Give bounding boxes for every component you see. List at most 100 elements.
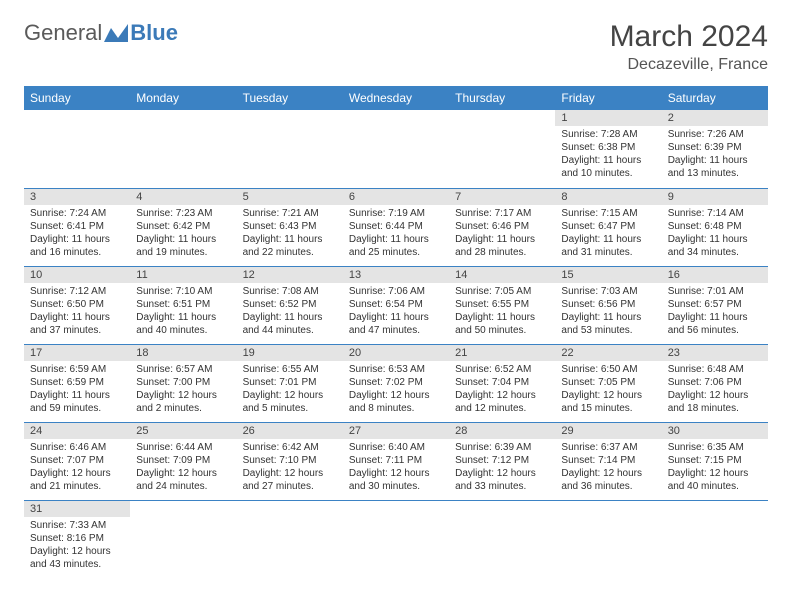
calendar-day-cell <box>662 500 768 578</box>
weekday-header: Sunday <box>24 86 130 110</box>
sunset-text: Sunset: 7:04 PM <box>455 376 549 389</box>
day-number: 27 <box>343 423 449 439</box>
day-number <box>130 110 236 114</box>
daylight-text: Daylight: 12 hours and 2 minutes. <box>136 389 230 415</box>
calendar-day-cell <box>237 110 343 188</box>
weekday-header: Friday <box>555 86 661 110</box>
sunset-text: Sunset: 7:00 PM <box>136 376 230 389</box>
sunset-text: Sunset: 7:01 PM <box>243 376 337 389</box>
calendar-week-row: 1Sunrise: 7:28 AMSunset: 6:38 PMDaylight… <box>24 110 768 188</box>
day-details: Sunrise: 7:26 AMSunset: 6:39 PMDaylight:… <box>662 126 768 184</box>
calendar-day-cell: 2Sunrise: 7:26 AMSunset: 6:39 PMDaylight… <box>662 110 768 188</box>
calendar-day-cell: 8Sunrise: 7:15 AMSunset: 6:47 PMDaylight… <box>555 188 661 266</box>
calendar-day-cell <box>130 500 236 578</box>
day-number: 18 <box>130 345 236 361</box>
day-details: Sunrise: 7:23 AMSunset: 6:42 PMDaylight:… <box>130 205 236 263</box>
daylight-text: Daylight: 11 hours and 22 minutes. <box>243 233 337 259</box>
sunrise-text: Sunrise: 7:19 AM <box>349 207 443 220</box>
sunrise-text: Sunrise: 7:05 AM <box>455 285 549 298</box>
calendar-day-cell: 27Sunrise: 6:40 AMSunset: 7:11 PMDayligh… <box>343 422 449 500</box>
daylight-text: Daylight: 11 hours and 28 minutes. <box>455 233 549 259</box>
day-number: 24 <box>24 423 130 439</box>
day-number: 25 <box>130 423 236 439</box>
day-number: 29 <box>555 423 661 439</box>
calendar-week-row: 17Sunrise: 6:59 AMSunset: 6:59 PMDayligh… <box>24 344 768 422</box>
day-number: 5 <box>237 189 343 205</box>
sunset-text: Sunset: 6:46 PM <box>455 220 549 233</box>
weekday-header: Tuesday <box>237 86 343 110</box>
daylight-text: Daylight: 12 hours and 24 minutes. <box>136 467 230 493</box>
day-number: 6 <box>343 189 449 205</box>
weekday-header: Saturday <box>662 86 768 110</box>
daylight-text: Daylight: 12 hours and 27 minutes. <box>243 467 337 493</box>
sunrise-text: Sunrise: 7:10 AM <box>136 285 230 298</box>
day-details: Sunrise: 7:33 AMSunset: 8:16 PMDaylight:… <box>24 517 130 575</box>
day-number: 4 <box>130 189 236 205</box>
sunrise-text: Sunrise: 7:26 AM <box>668 128 762 141</box>
calendar-week-row: 24Sunrise: 6:46 AMSunset: 7:07 PMDayligh… <box>24 422 768 500</box>
calendar-day-cell: 30Sunrise: 6:35 AMSunset: 7:15 PMDayligh… <box>662 422 768 500</box>
day-details: Sunrise: 7:21 AMSunset: 6:43 PMDaylight:… <box>237 205 343 263</box>
sunrise-text: Sunrise: 6:48 AM <box>668 363 762 376</box>
calendar-day-cell: 23Sunrise: 6:48 AMSunset: 7:06 PMDayligh… <box>662 344 768 422</box>
day-number <box>343 110 449 114</box>
sunset-text: Sunset: 6:43 PM <box>243 220 337 233</box>
weekday-header: Wednesday <box>343 86 449 110</box>
sunrise-text: Sunrise: 7:28 AM <box>561 128 655 141</box>
daylight-text: Daylight: 11 hours and 34 minutes. <box>668 233 762 259</box>
day-number <box>130 501 236 505</box>
calendar-day-cell: 24Sunrise: 6:46 AMSunset: 7:07 PMDayligh… <box>24 422 130 500</box>
calendar-day-cell <box>343 110 449 188</box>
sunset-text: Sunset: 6:52 PM <box>243 298 337 311</box>
calendar-day-cell: 29Sunrise: 6:37 AMSunset: 7:14 PMDayligh… <box>555 422 661 500</box>
calendar-week-row: 10Sunrise: 7:12 AMSunset: 6:50 PMDayligh… <box>24 266 768 344</box>
sunrise-text: Sunrise: 6:39 AM <box>455 441 549 454</box>
calendar-day-cell: 14Sunrise: 7:05 AMSunset: 6:55 PMDayligh… <box>449 266 555 344</box>
calendar-day-cell <box>130 110 236 188</box>
day-details: Sunrise: 6:44 AMSunset: 7:09 PMDaylight:… <box>130 439 236 497</box>
day-details: Sunrise: 6:37 AMSunset: 7:14 PMDaylight:… <box>555 439 661 497</box>
day-details: Sunrise: 7:19 AMSunset: 6:44 PMDaylight:… <box>343 205 449 263</box>
calendar-day-cell <box>449 500 555 578</box>
calendar-day-cell: 6Sunrise: 7:19 AMSunset: 6:44 PMDaylight… <box>343 188 449 266</box>
day-number: 7 <box>449 189 555 205</box>
day-number <box>449 501 555 505</box>
day-number <box>24 110 130 114</box>
sunrise-text: Sunrise: 7:33 AM <box>30 519 124 532</box>
day-number <box>662 501 768 505</box>
sunrise-text: Sunrise: 6:55 AM <box>243 363 337 376</box>
sunset-text: Sunset: 7:07 PM <box>30 454 124 467</box>
sunrise-text: Sunrise: 6:57 AM <box>136 363 230 376</box>
daylight-text: Daylight: 11 hours and 40 minutes. <box>136 311 230 337</box>
location-label: Decazeville, France <box>610 56 768 74</box>
calendar-week-row: 31Sunrise: 7:33 AMSunset: 8:16 PMDayligh… <box>24 500 768 578</box>
sunset-text: Sunset: 7:14 PM <box>561 454 655 467</box>
day-number: 23 <box>662 345 768 361</box>
daylight-text: Daylight: 11 hours and 50 minutes. <box>455 311 549 337</box>
daylight-text: Daylight: 11 hours and 53 minutes. <box>561 311 655 337</box>
calendar-body: 1Sunrise: 7:28 AMSunset: 6:38 PMDaylight… <box>24 110 768 578</box>
sunrise-text: Sunrise: 7:21 AM <box>243 207 337 220</box>
day-number: 17 <box>24 345 130 361</box>
month-title: March 2024 <box>610 20 768 54</box>
daylight-text: Daylight: 11 hours and 37 minutes. <box>30 311 124 337</box>
daylight-text: Daylight: 12 hours and 18 minutes. <box>668 389 762 415</box>
day-details: Sunrise: 7:28 AMSunset: 6:38 PMDaylight:… <box>555 126 661 184</box>
calendar-day-cell: 9Sunrise: 7:14 AMSunset: 6:48 PMDaylight… <box>662 188 768 266</box>
daylight-text: Daylight: 12 hours and 15 minutes. <box>561 389 655 415</box>
calendar-day-cell: 5Sunrise: 7:21 AMSunset: 6:43 PMDaylight… <box>237 188 343 266</box>
day-details: Sunrise: 7:10 AMSunset: 6:51 PMDaylight:… <box>130 283 236 341</box>
day-details: Sunrise: 7:12 AMSunset: 6:50 PMDaylight:… <box>24 283 130 341</box>
day-number: 30 <box>662 423 768 439</box>
calendar-day-cell: 16Sunrise: 7:01 AMSunset: 6:57 PMDayligh… <box>662 266 768 344</box>
brand-general: General <box>24 20 102 46</box>
calendar-day-cell: 15Sunrise: 7:03 AMSunset: 6:56 PMDayligh… <box>555 266 661 344</box>
sunset-text: Sunset: 7:05 PM <box>561 376 655 389</box>
day-details: Sunrise: 7:15 AMSunset: 6:47 PMDaylight:… <box>555 205 661 263</box>
day-number: 22 <box>555 345 661 361</box>
weekday-header: Monday <box>130 86 236 110</box>
sunrise-text: Sunrise: 7:14 AM <box>668 207 762 220</box>
sunset-text: Sunset: 6:47 PM <box>561 220 655 233</box>
sunset-text: Sunset: 7:09 PM <box>136 454 230 467</box>
daylight-text: Daylight: 12 hours and 8 minutes. <box>349 389 443 415</box>
